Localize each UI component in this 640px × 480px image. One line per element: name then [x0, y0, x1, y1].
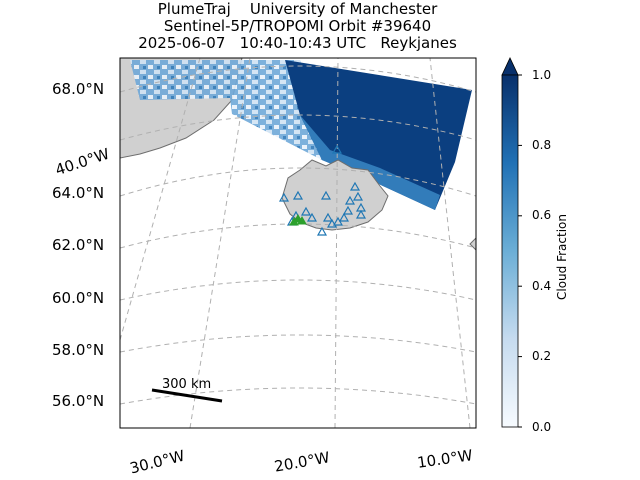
norway-edge — [469, 237, 476, 251]
colorbar — [501, 57, 522, 428]
lat-tick-68: 68.0°N — [52, 80, 105, 98]
cb-tick-1: 1.0 — [532, 68, 552, 82]
map-area — [120, 58, 476, 428]
scale-bar — [151, 388, 223, 403]
cb-tick-0: 0.0 — [532, 420, 552, 434]
title-line-2: Sentinel-5P/TROPOMI Orbit #39640 — [163, 17, 432, 35]
lat-tick-60: 60.0°N — [52, 289, 105, 307]
station-markers — [278, 144, 367, 236]
colorbar-extend-arrow — [501, 57, 519, 76]
lat-tick-56: 56.0°N — [52, 392, 105, 410]
volcano-markers — [289, 213, 307, 226]
lat-tick-62: 62.0°N — [52, 236, 105, 254]
cb-tick-0.6: 0.6 — [532, 208, 552, 222]
cb-tick-0.4: 0.4 — [532, 279, 552, 293]
cb-tick-0.8: 0.8 — [532, 138, 552, 152]
scale-bar-label: 300 km — [162, 377, 212, 392]
lat-tick-58: 58.0°N — [52, 341, 105, 359]
swath-mid — [300, 115, 440, 210]
title-line-1: PlumeTraj University of Manchester — [157, 0, 438, 18]
cb-tick-0.2: 0.2 — [532, 349, 552, 363]
colorbar-gradient — [501, 74, 519, 428]
colorbar-label: Cloud Fraction — [555, 214, 569, 300]
title-line-3: 2025-06-07 10:40-10:43 UTC Reykjanes — [138, 34, 457, 52]
map-frame — [119, 57, 477, 429]
lat-tick-64: 64.0°N — [52, 184, 105, 202]
swath-light — [130, 60, 322, 160]
swath-dark — [285, 60, 472, 210]
